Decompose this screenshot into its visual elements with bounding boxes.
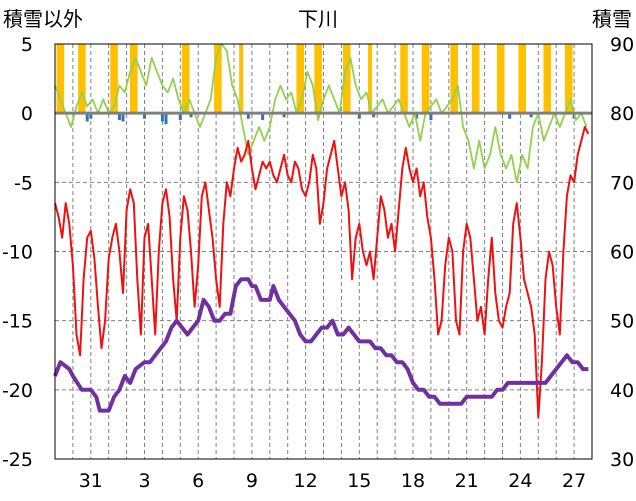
- right-axis-label: 積雪: [592, 7, 632, 31]
- left-tick-label: 5: [21, 34, 33, 56]
- right-tick-label: 90: [610, 34, 634, 56]
- left-tick-label: -25: [2, 449, 33, 471]
- sunshine-bar: [425, 44, 430, 114]
- x-tick-label: 31: [79, 470, 103, 492]
- left-tick-label: -15: [2, 311, 33, 333]
- sunshine-bar: [296, 44, 301, 114]
- sunshine-bar: [56, 44, 61, 114]
- precipitation-bar: [429, 113, 433, 121]
- precipitation-bar: [508, 113, 512, 119]
- left-axis-label: 積雪以外: [3, 7, 83, 31]
- x-tick-label: 9: [246, 470, 258, 492]
- x-tick-label: 21: [455, 470, 479, 492]
- sunshine-bar: [496, 44, 501, 114]
- series-lines: [53, 43, 590, 419]
- x-tick-label: 27: [562, 470, 586, 492]
- right-tick-label: 30: [610, 449, 634, 471]
- x-tick-label: 15: [347, 470, 371, 492]
- sunshine-bar: [314, 44, 319, 114]
- left-tick-label: -10: [2, 242, 33, 264]
- precipitation-bar: [189, 113, 193, 118]
- sunshine-bar: [185, 44, 190, 114]
- sunshine-bar: [368, 44, 373, 114]
- sunshine-bar: [518, 44, 523, 114]
- sunshine-bar: [113, 44, 118, 114]
- sunshine-bar: [543, 44, 548, 114]
- sunshine-bar: [317, 44, 322, 114]
- left-tick-label: 0: [21, 103, 33, 125]
- x-tick-label: 3: [138, 470, 150, 492]
- plot-border: [54, 43, 593, 460]
- sunshine-bar: [81, 44, 86, 114]
- precipitation-bar: [529, 113, 533, 118]
- x-tick-labels: 31 3 6 9 12 15 18 21 24 27: [79, 470, 586, 492]
- sunshine-bar: [547, 44, 552, 114]
- chart-title: 下川: [298, 7, 338, 31]
- sunshine-bar: [568, 44, 573, 114]
- sunshine-bar: [453, 44, 458, 114]
- x-tick-label: 24: [508, 470, 532, 492]
- precipitation-bars: [85, 113, 576, 125]
- precipitation-bar: [178, 113, 182, 121]
- sunshine-bar: [78, 44, 83, 114]
- sunshine-bar: [400, 44, 405, 114]
- sunshine-bar: [500, 44, 505, 114]
- x-tick-label: 6: [192, 470, 204, 492]
- left-tick-label: -5: [14, 172, 33, 194]
- right-tick-label: 70: [610, 172, 634, 194]
- x-tick-label: 18: [401, 470, 425, 492]
- precipitation-bar: [143, 113, 146, 119]
- precipitation-bar: [261, 113, 265, 121]
- precipitation-bar: [121, 113, 125, 122]
- sunshine-bar: [181, 44, 186, 114]
- right-tick-label: 40: [610, 380, 634, 402]
- sunshine-bar: [521, 44, 526, 114]
- precipitation-bar: [160, 113, 164, 122]
- sunshine-bar: [239, 44, 244, 114]
- sunshine-bar: [60, 44, 65, 114]
- right-tick-label: 50: [610, 311, 634, 333]
- precipitation-bar: [117, 113, 121, 121]
- right-tick-labels: 90 80 70 60 50 40 30: [610, 34, 634, 471]
- precipitation-bar: [89, 113, 93, 119]
- sunshine-bar: [421, 44, 426, 114]
- precipitation-bar: [357, 113, 361, 119]
- sunshine-bar: [346, 44, 351, 114]
- sunshine-bar: [475, 44, 480, 114]
- sunshine-bar: [110, 44, 115, 114]
- sunshine-bars: [56, 44, 573, 114]
- precipitation-bar: [372, 113, 376, 118]
- right-tick-label: 80: [610, 103, 634, 125]
- left-tick-label: -20: [2, 380, 33, 402]
- precipitation-bar: [415, 113, 419, 119]
- temperature-line: [54, 126, 590, 419]
- right-tick-label: 60: [610, 242, 634, 264]
- sunshine-bar: [129, 44, 134, 114]
- sunshine-bar: [133, 44, 138, 114]
- precipitation-bar: [85, 113, 89, 122]
- sunshine-bar: [450, 44, 455, 114]
- sunshine-bar: [403, 44, 408, 114]
- sunshine-bar: [564, 44, 569, 114]
- snow-depth-line: [53, 277, 589, 413]
- plot-frame: [54, 43, 593, 460]
- sunshine-bar: [471, 44, 476, 114]
- precipitation-bar: [246, 113, 250, 119]
- sunshine-bar: [300, 44, 305, 114]
- x-tick-label: 12: [294, 470, 318, 492]
- sunshine-bar: [214, 44, 219, 114]
- precipitation-bar: [164, 113, 168, 125]
- left-tick-labels: 5 0 -5 -10 -15 -20 -25: [2, 34, 33, 471]
- wind-line: [54, 43, 588, 184]
- precipitation-bar: [282, 113, 286, 118]
- sunshine-bar: [217, 44, 222, 114]
